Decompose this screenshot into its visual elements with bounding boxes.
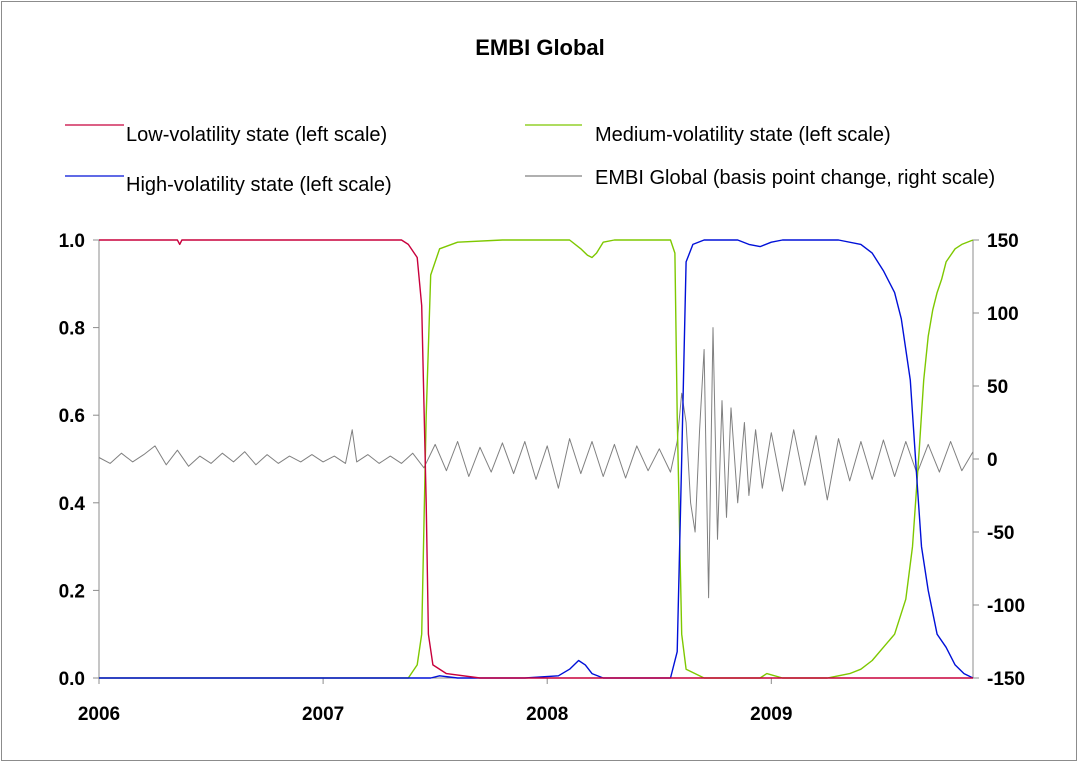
legend-entry-embi: EMBI Global (basis point change, right s…: [525, 167, 995, 189]
series-layer: [98, 239, 974, 679]
right-tick-label: 0: [987, 450, 998, 471]
chart-title: EMBI Global: [475, 35, 605, 60]
x-tick-label: 2008: [526, 704, 568, 725]
legend-entry-high: High-volatility state (left scale): [65, 174, 392, 196]
legend-label-low: Low-volatility state (left scale): [126, 124, 387, 146]
x-tick-label: 2009: [750, 704, 792, 725]
x-tick-label: 2007: [302, 704, 344, 725]
legend-label-high: High-volatility state (left scale): [126, 174, 392, 196]
left-tick-label: 0.6: [59, 406, 85, 427]
right-tick-label: -100: [987, 596, 1025, 617]
left-tick-label: 0.2: [59, 581, 85, 602]
axes: 0.0 0.2 0.4 0.6 0.8 1.0 -150 -100 -50 0 50 100 150 20…: [59, 231, 1025, 725]
right-tick-label: 150: [987, 231, 1019, 252]
left-tick-label: 0.4: [59, 494, 86, 515]
left-tick-label: 0.8: [59, 319, 85, 340]
left-tick-label: 1.0: [59, 231, 85, 252]
right-tick-label: 100: [987, 304, 1019, 325]
x-tick-label: 2006: [78, 704, 120, 725]
legend-label-embi: EMBI Global (basis point change, right s…: [595, 167, 995, 189]
series-line-low: [99, 239, 973, 679]
series-line-high: [99, 239, 974, 679]
right-tick-label: -150: [987, 669, 1025, 690]
legend-entry-low: Low-volatility state (left scale): [65, 124, 387, 146]
right-tick-label: 50: [987, 377, 1008, 398]
right-tick-label: -50: [987, 523, 1014, 544]
left-tick-label: 0.0: [59, 669, 85, 690]
chart-svg: EMBI Global Low-volatility state (left s…: [59, 35, 1025, 725]
series-line-embi: [98, 327, 974, 599]
legend-entry-medium: Medium-volatility state (left scale): [525, 124, 891, 146]
legend-label-medium: Medium-volatility state (left scale): [595, 124, 891, 146]
legend: Low-volatility state (left scale) Medium…: [65, 124, 995, 196]
